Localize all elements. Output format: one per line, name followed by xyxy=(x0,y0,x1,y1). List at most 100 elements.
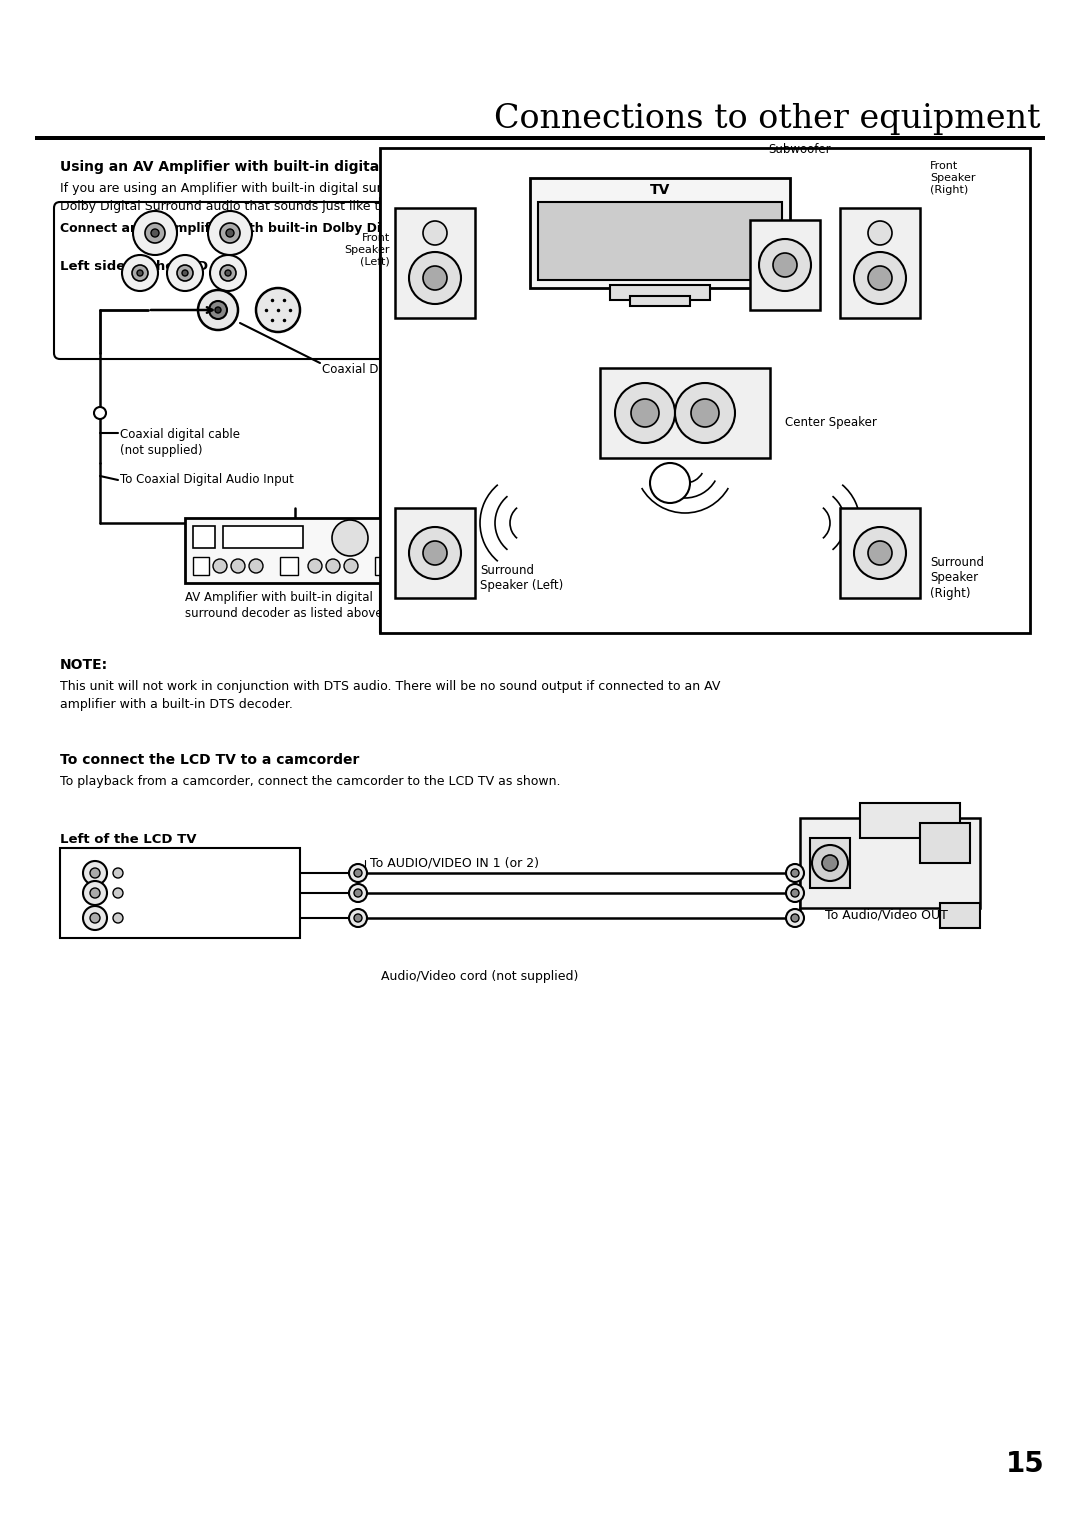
Circle shape xyxy=(198,290,238,330)
Text: Center Speaker: Center Speaker xyxy=(785,416,877,429)
Circle shape xyxy=(113,914,123,923)
Circle shape xyxy=(94,406,106,419)
Circle shape xyxy=(631,399,659,426)
Text: Connect an AV amplifier with built-in Dolby Digital decoder, or etc. as shown be: Connect an AV amplifier with built-in Do… xyxy=(60,222,646,235)
Text: Surround
Speaker (Left): Surround Speaker (Left) xyxy=(480,564,564,591)
Bar xyxy=(630,296,690,306)
Circle shape xyxy=(210,255,246,290)
Text: Subwoofer: Subwoofer xyxy=(768,144,831,156)
Bar xyxy=(610,286,710,299)
Circle shape xyxy=(113,888,123,898)
Text: TV: TV xyxy=(650,183,671,197)
Bar xyxy=(600,368,770,458)
Circle shape xyxy=(786,863,804,882)
Bar xyxy=(840,208,920,318)
Text: AV Amplifier with built-in digital
surround decoder as listed above: AV Amplifier with built-in digital surro… xyxy=(185,591,382,620)
Text: Coaxial digital cable
(not supplied): Coaxial digital cable (not supplied) xyxy=(120,428,240,457)
Circle shape xyxy=(791,889,799,897)
Text: Front
Speaker
(Right): Front Speaker (Right) xyxy=(930,162,975,194)
Circle shape xyxy=(812,845,848,882)
Bar xyxy=(380,148,1030,633)
FancyBboxPatch shape xyxy=(54,202,386,359)
Circle shape xyxy=(220,264,237,281)
Bar xyxy=(222,526,303,549)
Circle shape xyxy=(326,559,340,573)
Circle shape xyxy=(177,264,193,281)
Circle shape xyxy=(83,860,107,885)
Circle shape xyxy=(210,301,227,319)
Circle shape xyxy=(113,868,123,879)
Text: Coaxial Digital Audio Output: Coaxial Digital Audio Output xyxy=(322,364,490,376)
Circle shape xyxy=(354,869,362,877)
Bar xyxy=(185,518,465,584)
Bar xyxy=(538,202,782,280)
Text: Audio/Video cord (not supplied): Audio/Video cord (not supplied) xyxy=(381,970,579,983)
Circle shape xyxy=(137,270,143,277)
Circle shape xyxy=(423,222,447,244)
Circle shape xyxy=(90,868,100,879)
Circle shape xyxy=(249,559,264,573)
Circle shape xyxy=(90,888,100,898)
Circle shape xyxy=(208,211,252,255)
Circle shape xyxy=(615,384,675,443)
Circle shape xyxy=(349,863,367,882)
Circle shape xyxy=(83,882,107,905)
Circle shape xyxy=(409,527,461,579)
Circle shape xyxy=(231,559,245,573)
Circle shape xyxy=(349,885,367,902)
Circle shape xyxy=(308,559,322,573)
Circle shape xyxy=(345,559,357,573)
Circle shape xyxy=(786,885,804,902)
Text: Left of the LCD TV: Left of the LCD TV xyxy=(60,833,197,847)
Text: NOTE:: NOTE: xyxy=(60,659,108,672)
Circle shape xyxy=(423,266,447,290)
Text: 15: 15 xyxy=(1007,1450,1045,1478)
Circle shape xyxy=(83,906,107,931)
Circle shape xyxy=(90,914,100,923)
Circle shape xyxy=(409,252,461,304)
Bar xyxy=(35,136,1045,141)
Text: Surround
Speaker
(Right): Surround Speaker (Right) xyxy=(930,556,984,599)
Circle shape xyxy=(183,270,188,277)
Text: amplifier with a built-in DTS decoder.: amplifier with a built-in DTS decoder. xyxy=(60,698,293,711)
Text: To playback from a camcorder, connect the camcorder to the LCD TV as shown.: To playback from a camcorder, connect th… xyxy=(60,775,561,788)
Bar xyxy=(840,507,920,597)
Circle shape xyxy=(225,270,231,277)
Circle shape xyxy=(213,559,227,573)
Bar xyxy=(800,817,980,908)
Text: Left side of the LCD TV: Left side of the LCD TV xyxy=(60,260,232,274)
Bar xyxy=(395,507,475,597)
Circle shape xyxy=(220,223,240,243)
Bar xyxy=(60,848,300,938)
Text: Using an AV Amplifier with built-in digital surround: Using an AV Amplifier with built-in digi… xyxy=(60,160,460,174)
Bar xyxy=(375,558,393,575)
Circle shape xyxy=(868,222,892,244)
Bar xyxy=(530,177,789,287)
Circle shape xyxy=(133,211,177,255)
Circle shape xyxy=(167,255,203,290)
Circle shape xyxy=(868,541,892,565)
Circle shape xyxy=(332,520,368,556)
Bar xyxy=(193,526,215,549)
Text: Front
Speaker
(Left): Front Speaker (Left) xyxy=(345,234,390,266)
Bar xyxy=(193,558,210,575)
Circle shape xyxy=(132,264,148,281)
Circle shape xyxy=(354,889,362,897)
Circle shape xyxy=(791,914,799,921)
Circle shape xyxy=(759,238,811,290)
Text: If you are using an Amplifier with built-in digital surround sound, you can enjo: If you are using an Amplifier with built… xyxy=(60,182,760,196)
Text: Dolby Digital Surround audio that sounds just like the movie.: Dolby Digital Surround audio that sounds… xyxy=(60,200,442,212)
Circle shape xyxy=(256,287,300,332)
Circle shape xyxy=(791,869,799,877)
Text: To Coaxial Digital Audio Input: To Coaxial Digital Audio Input xyxy=(120,474,294,486)
Text: To connect the LCD TV to a camcorder: To connect the LCD TV to a camcorder xyxy=(60,753,360,767)
Circle shape xyxy=(423,541,447,565)
Bar xyxy=(750,220,820,310)
Circle shape xyxy=(151,229,159,237)
Circle shape xyxy=(650,463,690,503)
Circle shape xyxy=(349,909,367,927)
Circle shape xyxy=(773,254,797,277)
Text: Connections to other equipment: Connections to other equipment xyxy=(494,102,1040,134)
Circle shape xyxy=(786,909,804,927)
Circle shape xyxy=(145,223,165,243)
